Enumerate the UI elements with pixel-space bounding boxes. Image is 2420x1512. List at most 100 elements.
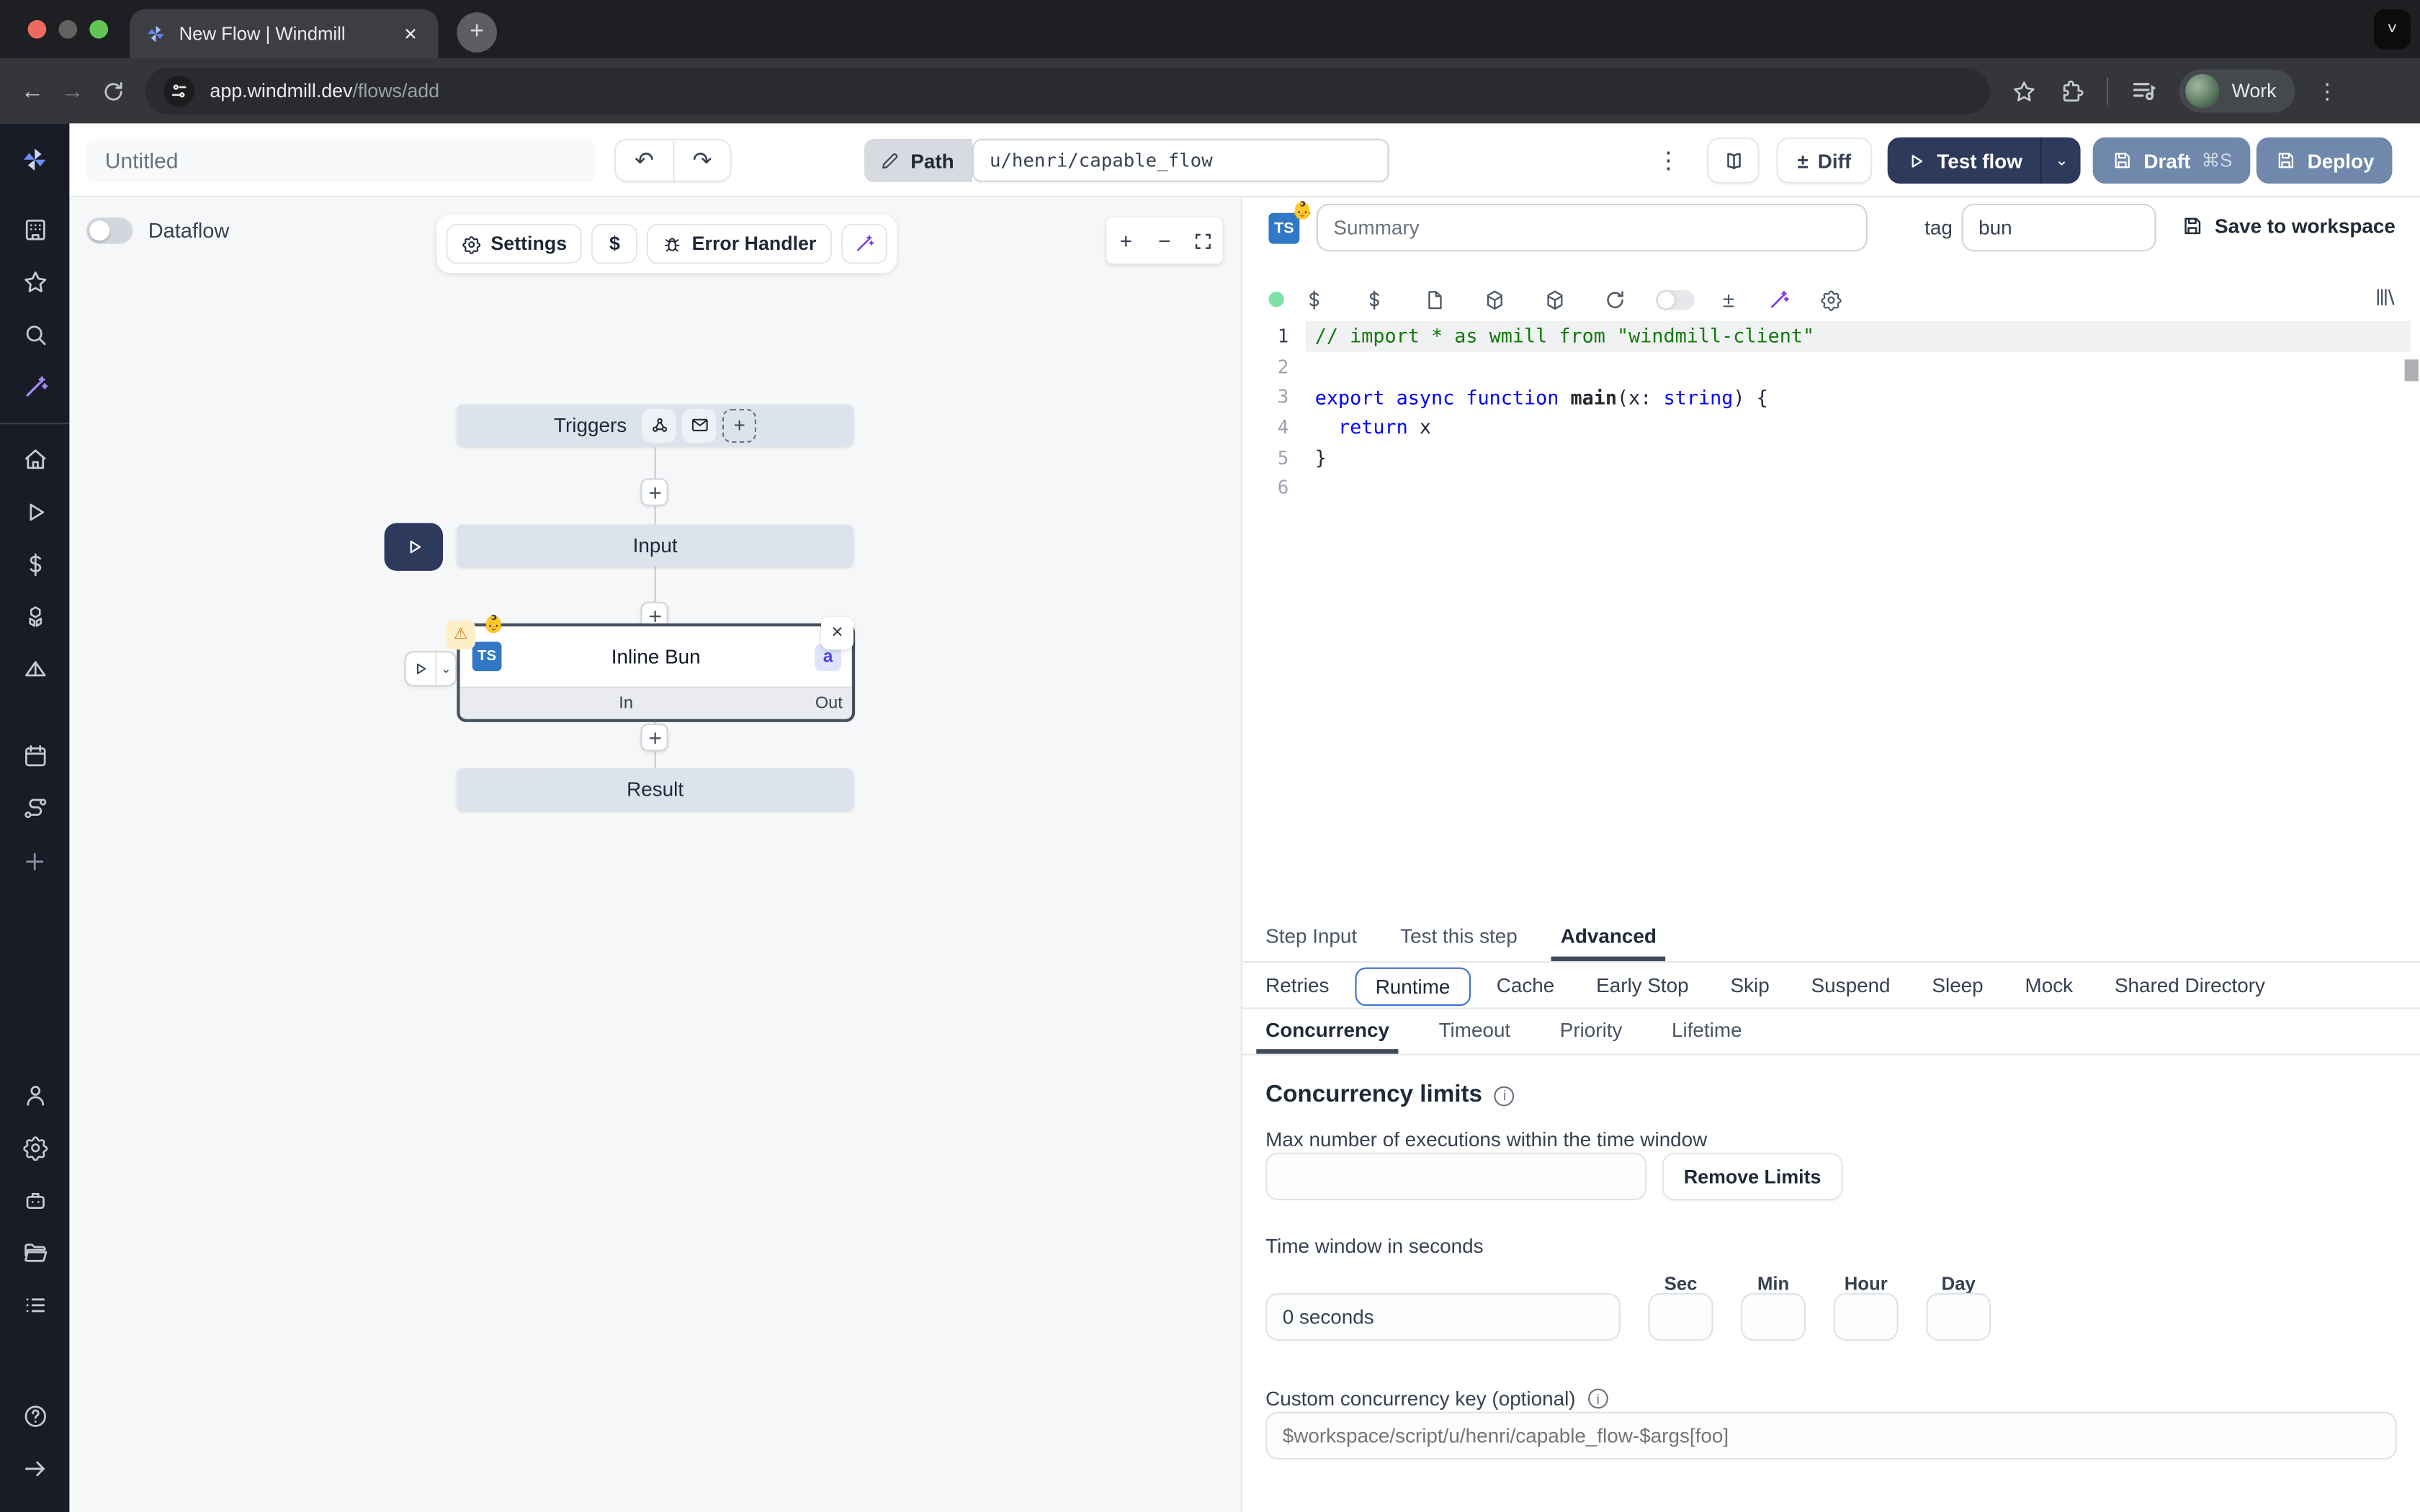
ai-assist-icon[interactable]	[1752, 288, 1804, 311]
undo-icon[interactable]: ↶	[635, 148, 655, 175]
day-input[interactable]	[1926, 1292, 1991, 1341]
sidebar-search-icon[interactable]	[0, 309, 69, 361]
code-line[interactable]: 4 return x	[1277, 415, 1432, 439]
sidebar-settings-icon[interactable]	[0, 1122, 69, 1174]
tag-input[interactable]	[1961, 203, 2156, 252]
subtab-retries[interactable]: Retries	[1265, 973, 1330, 997]
browser-menu-icon[interactable]: ⋮	[2316, 78, 2339, 103]
sidebar-help-icon[interactable]	[0, 1390, 69, 1443]
code-line[interactable]: 1// import * as wmill from "windmill-cli…	[1242, 320, 2420, 351]
variables-icon[interactable]	[1284, 288, 1345, 311]
info-icon[interactable]: i	[1494, 1085, 1515, 1106]
subtab-concurrency[interactable]: Concurrency	[1256, 1018, 1399, 1054]
webhook-trigger-icon[interactable]	[642, 408, 676, 442]
sidebar-variables-icon[interactable]	[0, 539, 69, 591]
delete-step-icon[interactable]: ✕	[821, 617, 853, 650]
error-handler-button[interactable]: Error Handler	[647, 223, 832, 264]
sidebar-audit-logs-icon[interactable]	[0, 1279, 69, 1331]
sidebar-favorites-icon[interactable]	[0, 256, 69, 309]
info-icon[interactable]: i	[1587, 1388, 1608, 1409]
flow-variables-button[interactable]: $	[591, 223, 638, 264]
input-node[interactable]: Input	[457, 524, 853, 567]
tab-close-icon[interactable]: ✕	[403, 25, 418, 45]
code-editor[interactable]: 1// import * as wmill from "windmill-cli…	[1242, 320, 2420, 1039]
more-options-icon[interactable]: ⋮	[1657, 148, 1680, 175]
new-tab-button[interactable]: +	[457, 12, 497, 53]
editor-scrollbar-thumb[interactable]	[2404, 359, 2419, 382]
sidebar-ai-wand-icon[interactable]	[0, 361, 69, 413]
dataflow-toggle[interactable]	[86, 217, 133, 244]
script-file-icon[interactable]	[1404, 288, 1465, 311]
flow-settings-button[interactable]: Settings	[446, 223, 583, 264]
sidebar-folders-icon[interactable]	[0, 1227, 69, 1279]
run-step-icon[interactable]	[406, 652, 436, 685]
address-bar[interactable]: app.windmill.dev/flows/add	[145, 68, 1990, 114]
code-line[interactable]: 5}	[1277, 446, 1327, 469]
max-executions-input[interactable]	[1265, 1152, 1647, 1201]
subtab-runtime[interactable]: Runtime	[1355, 967, 1471, 1007]
email-trigger-icon[interactable]	[682, 408, 717, 442]
path-label[interactable]: Path	[864, 138, 973, 182]
deploy-button[interactable]: Deploy	[2256, 137, 2393, 184]
step-node-inline-bun[interactable]: Inline Bun TS 👶 a In Out	[457, 616, 856, 722]
sidebar-workers-icon[interactable]	[0, 1174, 69, 1227]
minimize-window-button[interactable]	[58, 19, 78, 39]
browser-profile[interactable]: Work	[2179, 69, 2295, 113]
zoom-in-icon[interactable]: +	[1119, 228, 1132, 253]
path-input[interactable]	[972, 138, 1389, 182]
save-draft-button[interactable]: Draft ⌘S	[2092, 137, 2251, 184]
ai-builder-button[interactable]	[841, 223, 887, 264]
diff-mode-icon[interactable]: ±	[1722, 287, 1735, 312]
docs-button[interactable]	[1707, 137, 1760, 184]
browser-tab[interactable]: New Flow | Windmill ✕	[130, 9, 439, 59]
sidebar-create-icon[interactable]	[0, 834, 69, 887]
code-line[interactable]: 2	[1277, 355, 1289, 377]
site-info-icon[interactable]	[163, 76, 194, 107]
close-window-button[interactable]	[27, 19, 47, 39]
back-icon[interactable]: ←	[20, 78, 45, 104]
subtab-skip[interactable]: Skip	[1730, 973, 1770, 997]
code-line[interactable]: 6	[1277, 477, 1289, 499]
editor-settings-icon[interactable]	[1804, 288, 1857, 311]
subtab-priority[interactable]: Priority	[1559, 1018, 1623, 1042]
insert-step-above-input[interactable]	[640, 478, 668, 506]
tab-advanced[interactable]: Advanced	[1551, 924, 1667, 961]
package2-icon[interactable]	[1525, 288, 1585, 311]
subtab-suspend[interactable]: Suspend	[1811, 973, 1891, 997]
fit-view-icon[interactable]	[1184, 217, 1223, 264]
subtab-cache[interactable]: Cache	[1496, 973, 1555, 997]
insert-step-below-step[interactable]	[640, 723, 668, 752]
diff-button[interactable]: ± Diff	[1776, 137, 1873, 184]
test-flow-dropdown[interactable]: ⌄	[2040, 137, 2081, 184]
run-step-dropdown-icon[interactable]: ⌄	[435, 652, 455, 685]
remove-limits-button[interactable]: Remove Limits	[1662, 1152, 1843, 1201]
summary-input[interactable]	[1316, 203, 1868, 252]
custom-key-input[interactable]	[1265, 1411, 2397, 1460]
subtab-lifetime[interactable]: Lifetime	[1672, 1018, 1742, 1042]
tab-test-this-step[interactable]: Test this step	[1400, 924, 1518, 948]
reload-icon[interactable]	[93, 71, 133, 112]
redo-icon[interactable]: ↷	[673, 140, 730, 181]
zoom-window-button[interactable]	[89, 19, 108, 39]
subtab-timeout[interactable]: Timeout	[1438, 1018, 1511, 1042]
windmill-logo[interactable]	[0, 142, 69, 176]
hour-input[interactable]	[1833, 1292, 1899, 1341]
sidebar-collapse-icon[interactable]	[0, 1443, 69, 1495]
sidebar-apps-icon[interactable]	[0, 644, 69, 696]
sidebar-home-icon[interactable]	[0, 433, 69, 486]
step-out-anchor[interactable]: Out	[815, 694, 843, 713]
subtab-shared-directory[interactable]: Shared Directory	[2114, 973, 2265, 997]
reload-icon[interactable]	[1585, 288, 1646, 311]
tab-step-input[interactable]: Step Input	[1265, 924, 1358, 948]
result-node[interactable]: Result	[457, 768, 853, 810]
add-trigger-icon[interactable]: +	[722, 408, 757, 442]
test-flow-button[interactable]: Test flow ⌄	[1887, 137, 2081, 184]
subtab-early-stop[interactable]: Early Stop	[1596, 973, 1689, 997]
min-input[interactable]	[1741, 1292, 1806, 1341]
save-to-workspace-button[interactable]: Save to workspace	[2181, 215, 2396, 238]
library-icon[interactable]	[2374, 285, 2397, 316]
run-flow-icon[interactable]	[384, 523, 443, 571]
flow-name-input[interactable]	[86, 138, 596, 182]
extensions-icon[interactable]	[2059, 78, 2085, 104]
subtab-sleep[interactable]: Sleep	[1932, 973, 1984, 997]
